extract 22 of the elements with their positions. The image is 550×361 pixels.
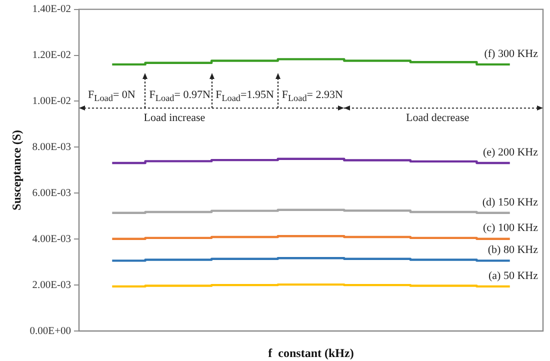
series-label: (d) 150 KHz xyxy=(482,196,538,208)
y-axis-title: Susceptance (S) xyxy=(9,130,24,210)
y-tick-label: 1.00E-02 xyxy=(32,96,71,107)
annotation: F$_{Load}$= 0.97N xyxy=(149,89,210,106)
y-tick-label: 6.00E-03 xyxy=(32,188,71,199)
y-tick-label: 0.00E+00 xyxy=(30,326,71,337)
annotation: F$_{Load}$= 2.93N xyxy=(282,89,343,106)
y-tick-label: 8.00E-03 xyxy=(32,142,71,153)
y-tick-label: 1.20E-02 xyxy=(32,50,71,62)
series-label: (c) 100 KHz xyxy=(483,222,538,234)
series-label: (a) 50 KHz xyxy=(488,270,538,282)
annotation: Load decrease xyxy=(406,112,470,126)
y-tick-label: 1.40E-02 xyxy=(32,4,71,16)
annotation: F$_{Load}$=1.95N xyxy=(216,89,274,106)
series-label: (b) 80 KHz xyxy=(488,244,538,256)
series-label: (e) 200 KHz xyxy=(483,146,538,158)
y-tick-label: 4.00E-03 xyxy=(32,234,71,245)
annotation: Load increase xyxy=(144,112,206,126)
series-label: (f) 300 KHz xyxy=(484,48,538,60)
annotation: F$_{Load}$= 0N xyxy=(88,89,136,106)
x-axis-title: f constant (kHz) xyxy=(268,346,354,360)
y-tick-label: 2.00E-03 xyxy=(32,280,71,291)
